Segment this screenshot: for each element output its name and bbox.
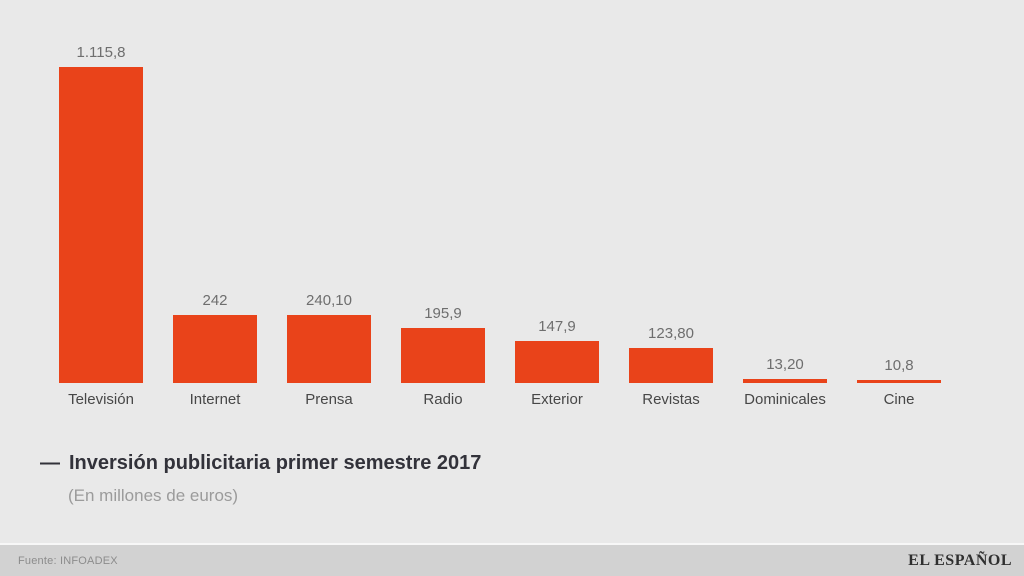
bar-value-label: 147,9: [538, 318, 576, 336]
bar-value-label: 195,9: [424, 304, 462, 322]
bar-column: 242 Internet: [173, 291, 257, 407]
chart-title: — Inversión publicitaria primer semestre …: [40, 451, 481, 475]
bar: [743, 379, 827, 383]
bar-chart: 1.115,8 Televisión 242 Internet 240,10 P…: [59, 0, 941, 407]
bar: [857, 379, 941, 383]
chart-title-block: — Inversión publicitaria primer semestre …: [40, 451, 481, 504]
bar-category-label: Revistas: [642, 391, 700, 408]
bar: [629, 347, 713, 383]
title-dash: —: [40, 452, 60, 474]
bar-column: 13,20 Dominicales: [743, 356, 827, 407]
bar: [515, 341, 599, 383]
bar: [401, 327, 485, 383]
bar-value-label: 13,20: [766, 356, 804, 374]
bar-value-label: 240,10: [306, 292, 352, 309]
bar-value-label: 123,80: [648, 324, 694, 342]
brand-logo: EL ESPAÑOL: [908, 551, 1012, 569]
bar: [287, 315, 371, 383]
bar: [173, 314, 257, 383]
bar-value-label: 10,8: [884, 356, 914, 374]
bar-column: 123,80 Revistas: [629, 324, 713, 407]
bar-category-label: Prensa: [305, 391, 353, 408]
bar-column: 195,9 Radio: [401, 304, 485, 407]
bar-category-label: Cine: [883, 391, 915, 408]
bar-category-label: Radio: [423, 391, 463, 408]
source-credit: Fuente: INFOADEX: [18, 554, 118, 567]
bar-column: 10,8 Cine: [857, 356, 941, 407]
footer-bar: Fuente: INFOADEX EL ESPAÑOL: [0, 543, 1024, 576]
bar-value-label: 1.115,8: [76, 44, 126, 61]
bar-category-label: Televisión: [68, 391, 134, 408]
bar-category-label: Dominicales: [744, 391, 826, 408]
chart-title-text: Inversión publicitaria primer semestre 2…: [69, 452, 482, 474]
bar-column: 1.115,8 Televisión: [59, 44, 143, 407]
bar-value-label: 242: [202, 291, 228, 309]
bar-column: 147,9 Exterior: [515, 318, 599, 407]
bar-category-label: Exterior: [531, 391, 583, 408]
chart-subtitle: (En millones de euros): [68, 486, 239, 505]
bar: [59, 67, 143, 383]
bar-category-label: Internet: [189, 391, 241, 408]
bar-column: 240,10 Prensa: [287, 292, 371, 407]
